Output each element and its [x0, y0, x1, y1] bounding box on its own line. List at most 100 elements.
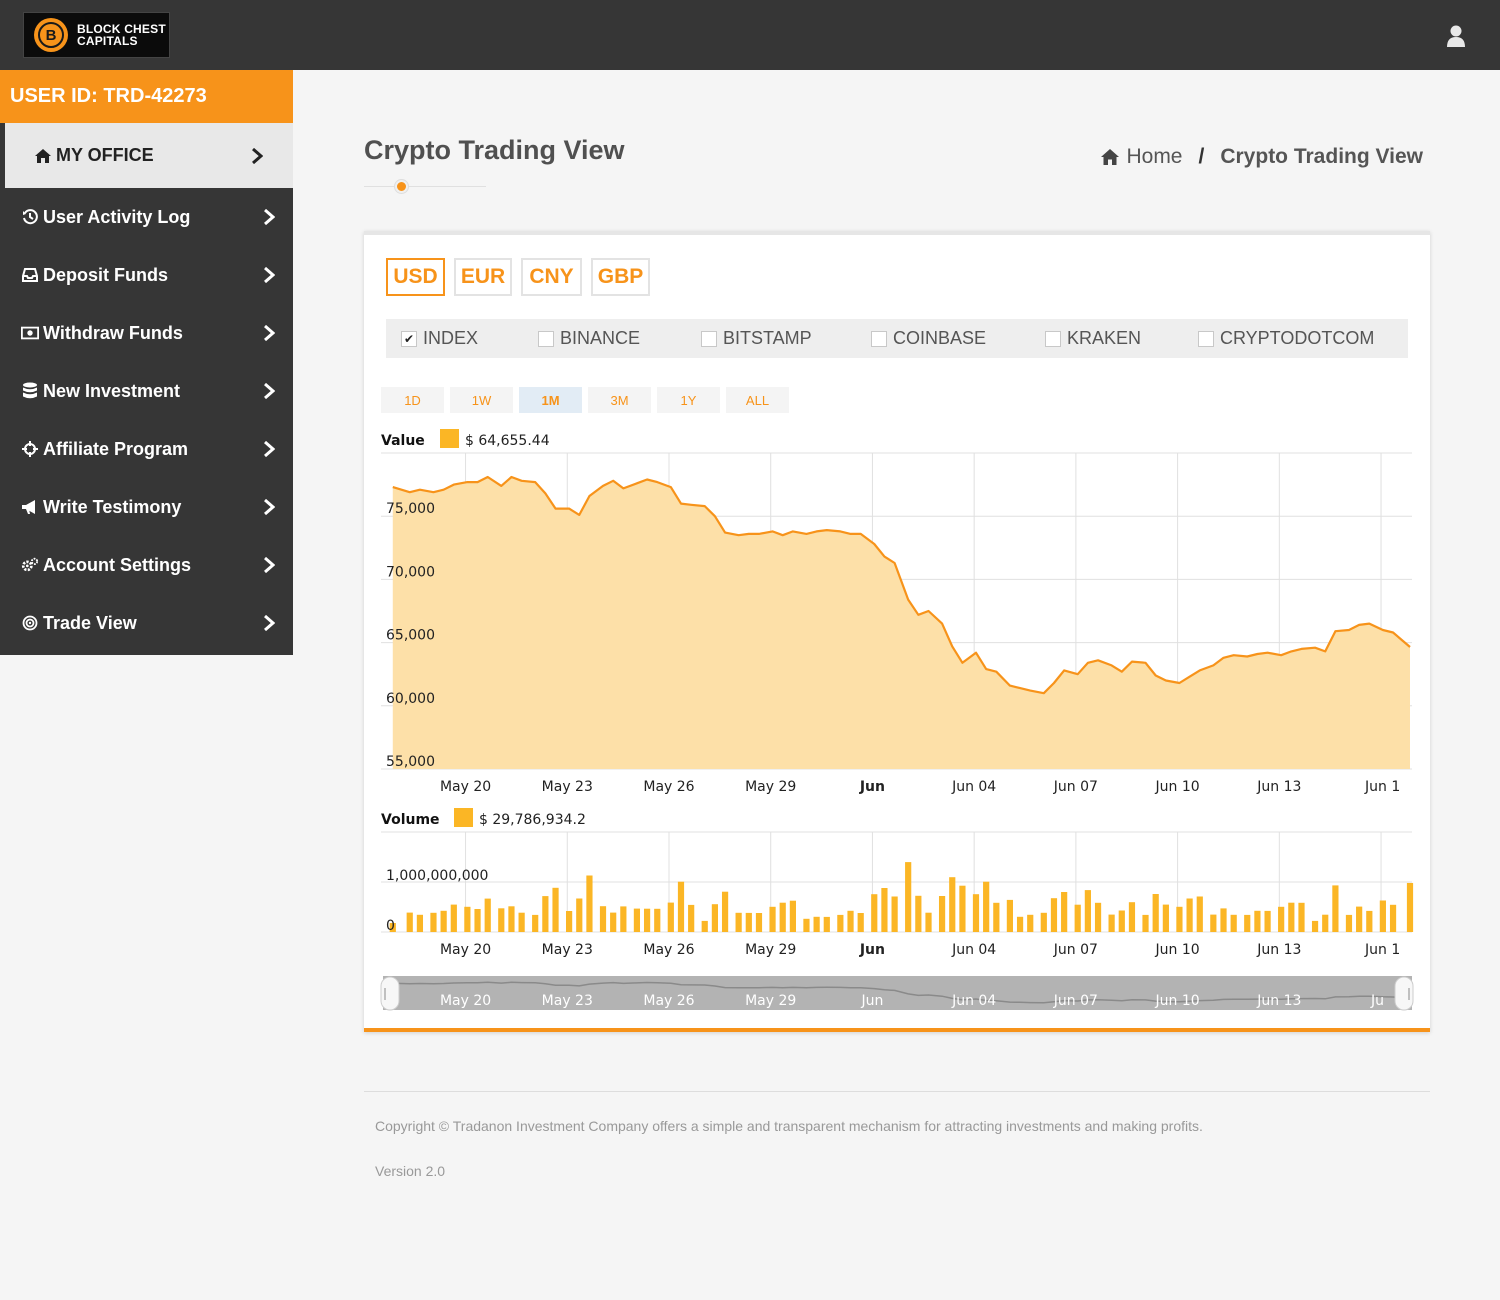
range-3m-button[interactable]: 3M [588, 387, 651, 413]
navigator-right-handle[interactable] [1394, 976, 1414, 1011]
sidebar-item-my-office[interactable]: MY OFFICE [5, 123, 293, 188]
volume-bar [599, 906, 607, 932]
range-1y-button[interactable]: 1Y [657, 387, 720, 413]
exchange-coinbase-checkbox[interactable]: COINBASE [871, 319, 986, 358]
volume-y-tick-label: 0 [386, 918, 395, 934]
volume-bar [938, 896, 946, 932]
volume-bar [1379, 900, 1386, 932]
volume-x-tick-label: May 23 [542, 942, 593, 958]
sidebar-item-new-investment[interactable]: New Investment [5, 362, 293, 420]
exchange-bitstamp-checkbox[interactable]: BITSTAMP [701, 319, 812, 358]
inbox-icon [21, 266, 39, 284]
volume-bar [1162, 904, 1169, 932]
exchange-kraken-checkbox[interactable]: KRAKEN [1045, 319, 1141, 358]
volume-bar [620, 906, 627, 932]
footer-divider [364, 1091, 1430, 1092]
exchange-index-checkbox[interactable]: ✔ INDEX [401, 319, 478, 358]
user-icon[interactable] [1446, 24, 1466, 48]
volume-bar [1332, 885, 1339, 932]
currency-cny-button[interactable]: CNY [521, 258, 582, 296]
price-chart[interactable]: 75,000 70,000 65,000 60,000 55,000 Value $ 64,… [0, 0, 1500, 1030]
currency-eur-button[interactable]: EUR [454, 258, 512, 296]
money-icon [21, 324, 39, 342]
navigator-tick-label: Jun [860, 993, 883, 1009]
checkbox-checked-icon[interactable]: ✔ [401, 330, 417, 347]
sidebar-item-label: New Investment [43, 380, 181, 401]
checkbox-icon[interactable] [1198, 330, 1214, 347]
sidebar-item-label: Withdraw Funds [43, 322, 183, 343]
exchange-binance-checkbox[interactable]: BINANCE [538, 319, 640, 358]
sidebar-item-write-testimony[interactable]: Write Testimony [5, 478, 293, 536]
volume-bar [925, 912, 932, 932]
range-1m-button[interactable]: 1M [519, 387, 582, 413]
volume-bar [949, 877, 956, 932]
volume-bar [769, 906, 776, 932]
volume-bar [484, 898, 491, 932]
navigator-tick-label: Jun 07 [1053, 993, 1098, 1009]
range-1d-button[interactable]: 1D [381, 387, 444, 413]
chevron-right-icon [264, 209, 275, 225]
sidebar-item-trade-view[interactable]: Trade View [5, 594, 293, 652]
volume-bar [721, 891, 729, 932]
sidebar-item-label: Affiliate Program [43, 438, 189, 459]
exchange-label: CRYPTODOTCOM [1220, 328, 1375, 348]
value-x-tick-label: Jun 13 [1256, 779, 1301, 795]
volume-bar [983, 881, 990, 932]
volume-bar [633, 908, 641, 932]
currency-gbp-button[interactable]: GBP [591, 258, 650, 296]
volume-bar [610, 912, 617, 932]
sidebar-item-withdraw-funds[interactable]: Withdraw Funds [5, 304, 293, 362]
brand-logo[interactable]: B BLOCK CHEST CAPITALS [23, 12, 170, 58]
volume-bar [430, 912, 437, 932]
sidebar-item-account-settings[interactable]: Account Settings [5, 536, 293, 594]
navigator-left-handle[interactable] [380, 976, 400, 1011]
volume-bar [565, 911, 573, 932]
volume-bar [745, 912, 752, 932]
bitcoin-logo-icon: B [34, 18, 68, 52]
checkbox-icon[interactable] [1045, 330, 1061, 347]
checkbox-icon[interactable] [701, 330, 717, 347]
volume-bar [1152, 894, 1159, 932]
sidebar-item-label: Deposit Funds [43, 264, 168, 285]
sidebar-item-label: Account Settings [43, 554, 192, 575]
volume-bar [586, 875, 593, 932]
chevron-right-icon [264, 383, 275, 399]
home-icon [34, 147, 52, 165]
volume-bar [1264, 910, 1271, 932]
volume-bar [1006, 899, 1013, 932]
sidebar-item-user-activity-log[interactable]: User Activity Log [5, 188, 293, 246]
sidebar-item-label: Trade View [43, 612, 137, 633]
value-x-tick-label: Jun 10 [1155, 779, 1200, 795]
volume-bar [1084, 890, 1091, 932]
sidebar-item-label: Write Testimony [43, 496, 182, 517]
volume-bar [735, 912, 742, 932]
navigator-tick-label: Jun 10 [1155, 993, 1200, 1009]
home-icon [1101, 149, 1120, 165]
volume-x-tick-label: Jun 07 [1053, 942, 1098, 958]
navigator-tick-label: May 29 [745, 993, 796, 1009]
database-icon [21, 382, 39, 400]
range-all-button[interactable]: ALL [726, 387, 789, 413]
volume-bar [813, 916, 820, 932]
breadcrumb-separator: / [1198, 145, 1205, 168]
value-x-tick-label: May 26 [643, 779, 694, 795]
volume-bar [464, 906, 471, 932]
checkbox-icon[interactable] [871, 330, 887, 347]
crosshairs-icon [21, 440, 39, 458]
sidebar-item-deposit-funds[interactable]: Deposit Funds [5, 246, 293, 304]
breadcrumb-home-link[interactable]: Home [1126, 145, 1183, 168]
exchange-cryptodotcom-checkbox[interactable]: CRYPTODOTCOM [1198, 319, 1374, 358]
navigator-tick-label: Jun 04 [951, 993, 996, 1009]
navigator-series-line [392, 981, 1411, 1004]
checkbox-icon[interactable] [538, 330, 554, 347]
range-1w-button[interactable]: 1W [450, 387, 513, 413]
value-y-tick-label: 70,000 [386, 564, 435, 580]
volume-bar [1278, 906, 1285, 932]
volume-bar [1186, 898, 1193, 932]
volume-bar [1288, 902, 1295, 932]
value-legend-value: $ 64,655.44 [465, 433, 550, 449]
currency-usd-button[interactable]: USD [386, 258, 445, 296]
sidebar-item-affiliate-program[interactable]: Affiliate Program [5, 420, 293, 478]
volume-bar [1230, 914, 1237, 932]
volume-bar [993, 902, 1000, 932]
